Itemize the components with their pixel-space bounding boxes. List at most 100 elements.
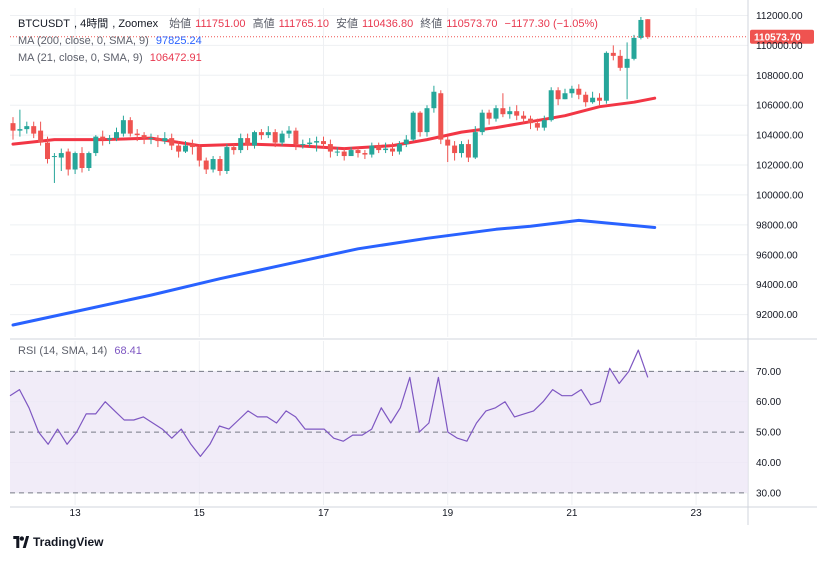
candle-body xyxy=(486,112,492,119)
price-tick-label: 100000.00 xyxy=(756,190,804,201)
ma21-legend[interactable]: MA (21, close, 0, SMA, 9) 106472.91 xyxy=(18,51,206,65)
candle-body xyxy=(514,111,520,116)
candle-body xyxy=(272,132,278,143)
candle-body xyxy=(459,144,464,154)
candle-body xyxy=(141,135,147,139)
candle-body xyxy=(265,132,271,136)
time-tick-label: 19 xyxy=(442,508,454,519)
price-tick-label: 104000.00 xyxy=(756,131,804,142)
candle-body xyxy=(252,132,257,146)
candle-body xyxy=(196,147,202,161)
candle-body xyxy=(231,147,237,151)
candle-body xyxy=(424,108,430,133)
ma200-value: 97825.24 xyxy=(155,35,202,47)
candle-body xyxy=(24,126,30,130)
candle-body xyxy=(31,126,37,134)
candle-body xyxy=(134,133,140,136)
ohlc-legend: BTCUSDT, 4時間, Zoomex 始値 111751.00 高値 11176… xyxy=(18,17,602,31)
low-value: 110436.80 xyxy=(362,18,414,30)
rsi-tick-label: 40.00 xyxy=(756,458,781,469)
candle-body xyxy=(45,142,50,160)
rsi-legend[interactable]: RSI (14, SMA, 14) 68.41 xyxy=(18,344,146,358)
tradingview-brand[interactable]: TradingView xyxy=(13,535,103,549)
open-label: 始値 xyxy=(169,18,192,30)
candle-body xyxy=(210,159,216,170)
candle-body xyxy=(403,139,409,145)
ma21-label: MA (21, close, 0, SMA, 9) xyxy=(18,52,143,64)
candle-body xyxy=(465,144,471,158)
candle-body xyxy=(576,88,582,95)
candle-body xyxy=(224,147,230,172)
candle-body xyxy=(51,156,57,158)
candle-body xyxy=(617,55,623,68)
candle-body xyxy=(521,115,527,119)
candle-body xyxy=(341,151,347,157)
candle-body xyxy=(597,97,602,101)
candle-body xyxy=(321,141,326,145)
candle-body xyxy=(555,90,561,100)
price-tick-label: 108000.00 xyxy=(756,71,804,82)
candle-body xyxy=(10,123,16,131)
price-tick-label: 102000.00 xyxy=(756,161,804,172)
rsi-tick-label: 60.00 xyxy=(756,397,781,408)
candle-body xyxy=(127,120,133,134)
candle-body xyxy=(624,58,630,68)
candle-body xyxy=(279,133,285,143)
last-price-badge xyxy=(750,29,814,44)
candle-body xyxy=(155,138,161,142)
price-tick-label: 110000.00 xyxy=(756,41,803,52)
candle-body xyxy=(603,52,609,101)
price-tick-label: 96000.00 xyxy=(756,250,798,261)
candle-body xyxy=(38,130,44,143)
rsi-value: 68.41 xyxy=(114,345,142,357)
ma200-legend[interactable]: MA (200, close, 0, SMA, 9) 97825.24 xyxy=(18,34,206,48)
candle-body xyxy=(369,145,375,155)
time-tick-label: 21 xyxy=(566,508,578,519)
candle-body xyxy=(445,139,451,146)
candle-body xyxy=(334,151,340,153)
ma200-label: MA (200, close, 0, SMA, 9) xyxy=(18,35,149,47)
candle-body xyxy=(93,136,99,154)
candle-body xyxy=(479,112,485,133)
candle-body xyxy=(183,145,188,152)
candle-body xyxy=(258,132,264,136)
candle-body xyxy=(189,144,195,148)
time-tick-label: 23 xyxy=(691,508,703,519)
candle-body xyxy=(327,144,333,152)
price-tick-label: 98000.00 xyxy=(756,220,798,231)
candle-body xyxy=(79,153,85,169)
candle-body xyxy=(300,144,306,146)
candle-body xyxy=(72,153,78,170)
candle-body xyxy=(638,19,644,38)
candle-body xyxy=(314,141,320,143)
ma200-line xyxy=(11,218,657,327)
candle-body xyxy=(169,138,175,146)
candle-body xyxy=(362,153,368,155)
candle-body xyxy=(390,148,395,152)
candle-body xyxy=(610,52,616,56)
candle-body xyxy=(645,19,651,37)
candle-body xyxy=(148,138,154,140)
candle-body xyxy=(500,108,506,115)
candle-body xyxy=(631,37,637,59)
high-label: 高値 xyxy=(252,18,275,30)
candle-body xyxy=(438,93,444,140)
candle-body xyxy=(176,145,182,152)
price-tick-label: 94000.00 xyxy=(756,280,798,291)
candle-body xyxy=(583,94,589,103)
candle-body xyxy=(410,112,416,140)
change-value: −1177.30 (−1.05%) xyxy=(504,18,598,30)
candle-body xyxy=(245,138,251,146)
symbol-label[interactable]: BTCUSDT, 4時間, Zoomex xyxy=(18,18,159,30)
candle-body xyxy=(17,129,23,131)
last-price-label: 110573.70 xyxy=(754,32,801,43)
rsi-label: RSI (14, SMA, 14) xyxy=(18,345,108,357)
rsi-tick-label: 70.00 xyxy=(756,367,781,378)
candle-body xyxy=(452,145,458,154)
open-value: 111751.00 xyxy=(195,18,246,30)
ma21-value: 106472.91 xyxy=(149,52,202,64)
candle-body xyxy=(217,159,223,172)
candle-body xyxy=(590,97,596,103)
